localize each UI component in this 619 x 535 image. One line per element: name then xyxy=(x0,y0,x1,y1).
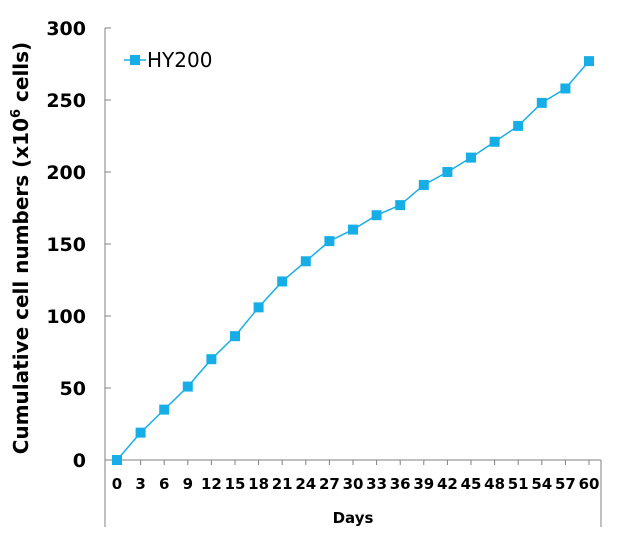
y-tick-label: 250 xyxy=(46,90,86,112)
data-point-marker xyxy=(584,56,594,67)
y-axis-title-tail: cells) xyxy=(9,42,33,109)
x-tick-label: 36 xyxy=(390,475,411,493)
x-tick-label: 39 xyxy=(413,475,434,493)
data-point-marker xyxy=(300,256,311,267)
x-tick-label: 24 xyxy=(295,475,316,493)
x-tick-label: 9 xyxy=(183,475,193,493)
data-point-marker xyxy=(324,236,335,247)
y-axis-title: Cumulative cell numbers (x106 cells) xyxy=(9,42,33,454)
x-tick-label: 6 xyxy=(159,475,169,493)
data-point-marker xyxy=(536,97,547,108)
data-point-marker xyxy=(230,331,240,342)
data-point-marker xyxy=(277,276,288,287)
y-tick-label: 150 xyxy=(46,234,86,256)
x-tick-label: 57 xyxy=(555,475,576,493)
legend: HY200 xyxy=(124,48,212,72)
x-tick-label: 18 xyxy=(248,475,269,493)
data-point-marker xyxy=(489,136,500,147)
data-point-marker xyxy=(182,381,193,392)
data-point-marker xyxy=(206,354,217,365)
data-point-marker xyxy=(112,455,122,465)
x-tick-label: 54 xyxy=(531,475,552,493)
legend-label: HY200 xyxy=(147,48,212,72)
data-point-marker xyxy=(466,152,476,163)
y-tick-label: 300 xyxy=(46,18,86,40)
x-tick-label: 27 xyxy=(319,475,340,493)
x-axis: 0 3 6 9 12 15 18 21 24 27 30 33 36 39 42 45 48 51 54 57 60 xyxy=(105,459,602,527)
data-point-marker xyxy=(253,302,264,313)
x-tick-label: 45 xyxy=(461,475,482,493)
x-tick-label: 0 xyxy=(112,475,122,493)
x-tick-label: 12 xyxy=(201,475,222,493)
data-point-marker xyxy=(348,224,358,235)
x-tick-label: 33 xyxy=(366,475,387,493)
y-tick-label: 100 xyxy=(46,306,86,328)
data-point-marker xyxy=(159,404,170,415)
series-hy200 xyxy=(112,56,594,465)
x-tick-label: 15 xyxy=(225,475,246,493)
x-axis-title: Days xyxy=(333,509,374,527)
y-tick-label: 0 xyxy=(73,450,86,472)
x-tick-label: 60 xyxy=(579,475,600,493)
x-tick-label: 42 xyxy=(437,475,458,493)
x-tick-label: 21 xyxy=(272,475,293,493)
y-tick-label: 200 xyxy=(46,162,86,184)
x-tick-label: 3 xyxy=(135,475,145,493)
x-tick-label: 48 xyxy=(484,475,505,493)
x-tick-label: 51 xyxy=(508,475,529,493)
y-axis: 0 50 100 150 200 250 300 xyxy=(46,18,111,527)
data-point-marker xyxy=(442,167,453,177)
y-axis-title-superscript: 6 xyxy=(9,109,24,118)
data-point-marker xyxy=(135,427,146,438)
data-point-marker xyxy=(418,179,429,190)
x-tick-label: 30 xyxy=(343,475,364,493)
data-point-marker xyxy=(560,83,571,94)
y-tick-label: 50 xyxy=(60,378,86,400)
data-point-marker xyxy=(513,120,524,131)
data-point-marker xyxy=(371,210,382,221)
y-axis-title-main: Cumulative cell numbers (x10 xyxy=(9,118,33,454)
legend-marker xyxy=(130,55,140,65)
data-point-marker xyxy=(395,200,406,211)
